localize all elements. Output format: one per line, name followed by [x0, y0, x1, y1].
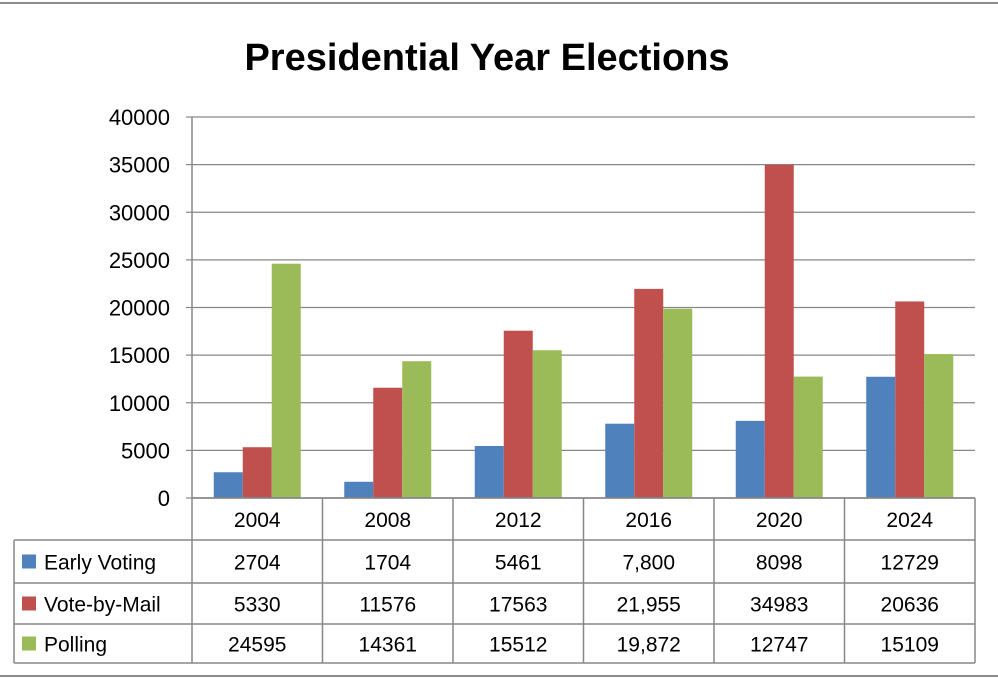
- bar-early-voting-2004: [213, 472, 243, 498]
- legend-label-early-voting: Early Voting: [44, 552, 156, 575]
- grid-layer: [192, 116, 975, 451]
- y-tick-label: 10000: [109, 391, 170, 416]
- bar-early-voting-2016: [605, 423, 635, 498]
- y-tick-label: 25000: [109, 248, 170, 273]
- data-label-vote-by-mail-2020: 34983: [750, 594, 808, 617]
- bar-vote-by-mail-2004: [242, 447, 272, 498]
- data-label-vote-by-mail-2024: 20636: [881, 594, 939, 617]
- bar-vote-by-mail-2024: [895, 301, 925, 498]
- data-label-vote-by-mail-2012: 17563: [489, 594, 547, 617]
- bar-polling-2008: [402, 361, 432, 498]
- y-tick-label: 40000: [109, 105, 170, 130]
- x-tick-label-2024: 2024: [886, 509, 933, 532]
- bar-layer: [213, 164, 954, 498]
- x-tick-label-2004: 2004: [234, 509, 281, 532]
- bar-polling-2020: [793, 376, 823, 498]
- data-label-polling-2020: 12747: [750, 634, 808, 657]
- legend-swatch-early-voting: [22, 554, 36, 569]
- data-label-polling-2004: 24595: [228, 634, 286, 657]
- legend-label-vote-by-mail: Vote-by-Mail: [44, 594, 161, 617]
- data-label-early-voting-2004: 2704: [234, 552, 281, 575]
- x-tick-label-2020: 2020: [756, 509, 803, 532]
- axis-layer: 0 5000 10000 15000 20000 25000 30000 35000 40000: [109, 105, 975, 511]
- data-label-polling-2012: 15512: [489, 634, 547, 657]
- bar-polling-2016: [663, 308, 693, 498]
- y-tick-label: 0: [158, 486, 170, 511]
- x-tick-label-2008: 2008: [364, 509, 411, 532]
- data-label-vote-by-mail-2016: 21,955: [617, 594, 681, 617]
- y-tick-label: 30000: [109, 200, 170, 225]
- legend-swatch-polling: [22, 636, 36, 651]
- x-tick-label-2012: 2012: [495, 509, 542, 532]
- x-tick-label-2016: 2016: [625, 509, 672, 532]
- data-label-polling-2024: 15109: [881, 634, 939, 657]
- data-label-early-voting-2012: 5461: [495, 552, 542, 575]
- data-label-polling-2008: 14361: [359, 634, 417, 657]
- legend-label-polling: Polling: [44, 634, 107, 657]
- bar-polling-2024: [924, 354, 954, 498]
- y-tick-label: 20000: [109, 296, 170, 321]
- data-label-early-voting-2020: 8098: [756, 552, 803, 575]
- y-tick-label: 35000: [109, 153, 170, 178]
- bar-vote-by-mail-2012: [503, 330, 533, 498]
- y-tick-label: 5000: [121, 438, 170, 463]
- data-label-early-voting-2024: 12729: [881, 552, 939, 575]
- bar-vote-by-mail-2016: [634, 288, 664, 498]
- bar-polling-2012: [532, 350, 562, 498]
- bar-early-voting-2024: [866, 376, 896, 498]
- data-label-early-voting-2016: 7,800: [622, 552, 675, 575]
- data-label-vote-by-mail-2008: 11576: [359, 594, 416, 617]
- y-tick-label: 15000: [109, 343, 170, 368]
- bar-polling-2004: [271, 263, 301, 498]
- bar-early-voting-2008: [344, 481, 374, 498]
- data-label-early-voting-2008: 1704: [364, 552, 411, 575]
- data-label-vote-by-mail-2004: 5330: [234, 594, 281, 617]
- bar-vote-by-mail-2008: [373, 387, 403, 498]
- data-table: 2004 2008 2012 2016 2020 2024 Early Voting 2704…: [13, 497, 976, 664]
- legend-swatch-vote-by-mail: [22, 596, 36, 611]
- data-label-polling-2016: 19,872: [617, 634, 681, 657]
- bar-early-voting-2020: [735, 420, 765, 498]
- chart-title: Presidential Year Elections: [244, 37, 729, 79]
- bar-early-voting-2012: [474, 445, 504, 498]
- bar-vote-by-mail-2020: [764, 164, 794, 498]
